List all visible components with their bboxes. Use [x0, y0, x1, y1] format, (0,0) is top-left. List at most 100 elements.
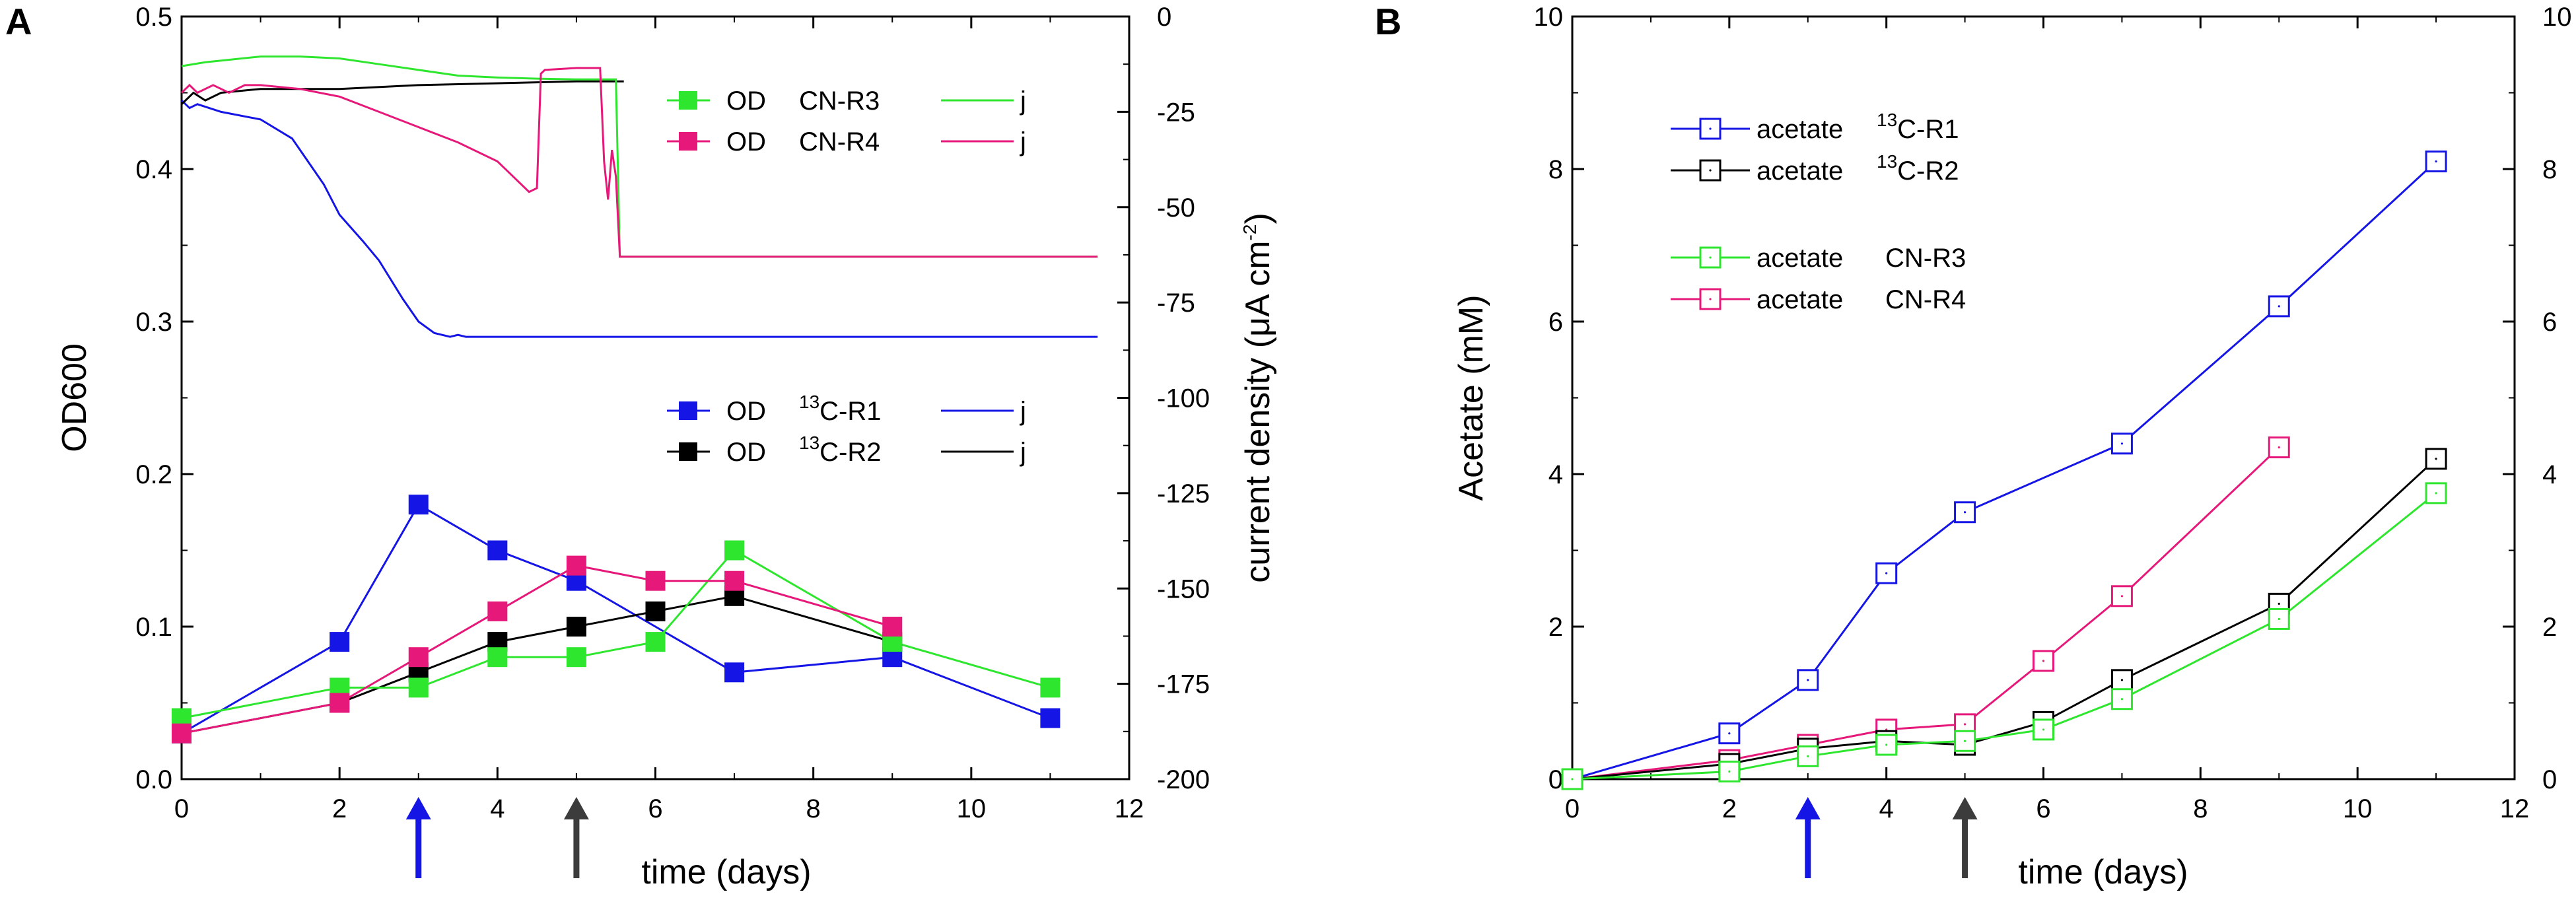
current-line-R3 [181, 55, 1098, 258]
legend-R2-name: 13C-R2 [1877, 151, 1959, 186]
acetate-point-dot-R1 [1963, 511, 1967, 514]
od-point-R1 [487, 540, 508, 561]
od-point-R3 [487, 647, 508, 668]
y2-tick-label: 0 [1157, 3, 1171, 32]
od-point-R1 [330, 632, 350, 652]
acetate-point-dot-R4 [2042, 660, 2045, 662]
acetate-point-dot-R4 [1885, 728, 1888, 731]
legend-R4-name: CN-R4 [1885, 285, 1966, 314]
acetate-point-dot-R3 [1728, 770, 1731, 773]
x-tick-label: 8 [806, 794, 821, 823]
legend-bottom-R1-j-text: j [1020, 397, 1026, 426]
od-line-R2 [181, 595, 893, 735]
chart-b: 0 2 4 6 8 10 12 0 2 4 6 8 10 0 2 4 6 8 10 time (days) Acetat… [1452, 3, 2572, 891]
od-point-R3 [408, 677, 429, 698]
legend-top-R3-name: CN-R3 [799, 86, 880, 116]
y-tick-label: 10 [1534, 3, 1564, 32]
acetate-point-dot-R3 [1807, 755, 1809, 757]
y2-axis-label-unit: μA cm [1239, 240, 1277, 337]
od-point-R4 [172, 723, 191, 743]
legend-R3-name: CN-R3 [1885, 244, 1966, 273]
od-point-R3 [724, 540, 745, 561]
y-tick-label: 0 [1549, 765, 1563, 794]
day-arrow-a-0-head [405, 797, 431, 819]
acetate-point-dot-R1 [1885, 572, 1888, 574]
x-tick-label: 12 [2500, 794, 2530, 823]
x-tick-label: 0 [174, 794, 189, 823]
od-point-R3 [566, 647, 586, 668]
y2-axis-label-end: ) [1239, 213, 1277, 224]
y2-tick-label: 10 [2542, 3, 2572, 32]
legend-bottom-R1-sup: 13 [799, 392, 819, 412]
x-tick-label: 4 [1879, 794, 1894, 823]
acetate-point-dot-R1 [2435, 160, 2437, 163]
y2-tick-label: -200 [1157, 765, 1210, 794]
y-tick-label: 0.0 [135, 765, 172, 794]
legend-bottom-R1-od-marker [679, 401, 697, 420]
acetate-point-dot-R2 [2435, 458, 2437, 460]
od-line-R1 [181, 503, 1051, 734]
y-tick-label: 4 [1549, 460, 1563, 489]
y2-tick-label: 8 [2542, 155, 2557, 184]
od-point-R1 [724, 662, 745, 683]
acetate-point-dot-R2 [2278, 602, 2280, 605]
current-line-R4 [180, 67, 1098, 258]
y-tick-label: 0.1 [135, 613, 172, 642]
acetate-point-dot-R4 [2278, 446, 2280, 449]
y2-tick-label: -125 [1157, 479, 1210, 508]
legend-bottom-R2-name-text: C-R2 [819, 438, 881, 467]
legend-bottom-R1-od-text: OD [726, 397, 766, 426]
acetate-point-dot-R4 [2120, 595, 2124, 598]
legend-bottom-R2-od-text: OD [726, 438, 766, 467]
x-tick-label: 10 [957, 794, 987, 823]
legend-R3-marker-dot [1709, 256, 1712, 259]
y2-tick-label: -75 [1157, 289, 1195, 318]
od-point-R3 [1040, 677, 1061, 698]
acetate-point-dot-R4 [1963, 723, 1967, 726]
legend-R2-marker-dot [1709, 169, 1712, 172]
day-arrow-b-1-head [1952, 797, 1978, 819]
x-tick-label: 8 [2193, 794, 2208, 823]
acetate-point-dot-R1 [2120, 442, 2124, 445]
x-tick-label: 2 [332, 794, 347, 823]
acetate-point-dot-R3 [1963, 740, 1967, 742]
acetate-point-dot-R1 [2278, 305, 2280, 308]
y-tick-label: 0.3 [135, 308, 172, 337]
current-line-R1 [180, 100, 1098, 338]
y2-axis-label: current density (μA cm-2) [1239, 213, 1277, 583]
x-tick-label: 6 [648, 794, 662, 823]
day-arrow-b-0-head [1795, 797, 1821, 819]
od-point-R4 [645, 570, 666, 591]
x-axis-label: time (days) [2018, 853, 2188, 891]
y2-tick-label: 6 [2542, 308, 2557, 337]
acetate-point-dot-R3 [2435, 492, 2437, 495]
x-tick-label: 4 [490, 794, 505, 823]
od-point-R4 [566, 555, 586, 576]
acetate-point-dot-R2 [2120, 679, 2124, 681]
legend-R1-name: 13C-R1 [1877, 110, 1959, 144]
legend-R1-marker-dot [1709, 127, 1712, 130]
y2-axis-label-sup: -2 [1239, 224, 1260, 241]
legend-top-R4-name: CN-R4 [799, 127, 880, 156]
od-line-R3 [181, 549, 1051, 720]
legend-R4-marker-dot [1709, 298, 1712, 300]
legend-R1-label: acetate [1757, 115, 1843, 144]
legend-bottom-R1-name: 13C-R1 [799, 392, 882, 426]
y2-tick-label: 4 [2542, 460, 2557, 489]
y2-tick-label: -50 [1157, 193, 1195, 223]
legend-bottom-R2-sup: 13 [799, 432, 819, 453]
legend-top-R3-od-text: OD [726, 86, 766, 116]
y2-axis-label-main: current density ( [1239, 336, 1277, 582]
panel-b-label: B [1375, 1, 1401, 42]
legend-top-R3-name-text: CN-R3 [799, 86, 880, 116]
legend-top-R3-j-text: j [1020, 86, 1026, 116]
y-axis-label: OD600 [55, 343, 94, 452]
acetate-point-dot-R1 [1728, 732, 1731, 735]
acetate-line-R3 [1572, 492, 2437, 780]
y2-tick-label: -25 [1157, 98, 1195, 127]
od-point-R4 [882, 617, 903, 637]
od-point-R4 [487, 601, 508, 621]
y-axis-label: Acetate (mM) [1452, 294, 1490, 501]
legend-R2-label: acetate [1757, 156, 1843, 186]
od-point-R3 [645, 632, 666, 652]
